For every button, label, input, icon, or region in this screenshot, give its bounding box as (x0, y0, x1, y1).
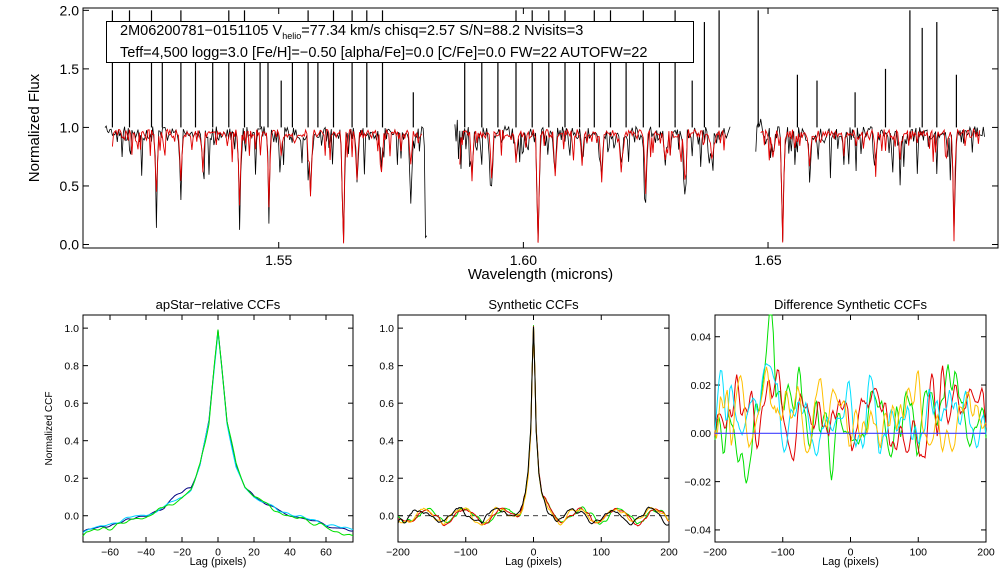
x-tick-label: 200 (660, 547, 678, 559)
ccf-line-visit-2 (82, 332, 354, 533)
x-tick-label: 200 (977, 547, 995, 559)
synthetic-ccf-visit-2 (397, 326, 670, 527)
y-tick-label: 0.6 (64, 398, 79, 410)
info-line-2: Teff=4,500 logg=3.0 [Fe/H]=−0.50 [alpha/… (120, 44, 648, 61)
plot-frame (82, 7, 999, 249)
synthetic-ccf-visit-1 (397, 325, 670, 525)
x-tick-label: 1.60 (510, 252, 537, 268)
x-tick-label: 60 (320, 547, 332, 559)
x-tick-label: −200 (386, 547, 410, 559)
y-axis-label: Normalized CCF (44, 392, 55, 466)
y-tick-label: 1.0 (64, 323, 79, 335)
model-chip-2 (459, 128, 726, 243)
x-tick-label: 0 (531, 547, 537, 559)
chart-title: Difference Synthetic CCFs (774, 297, 927, 312)
y-tick-label: −0.02 (684, 476, 711, 488)
model-chip-1 (111, 128, 423, 244)
y-tick-label: 0.6 (379, 398, 394, 410)
chart-title: Synthetic CCFs (488, 297, 579, 312)
y-tick-label: 1.0 (60, 119, 80, 135)
y-tick-label: 0.0 (379, 511, 394, 523)
x-axis-label: Lag (pixels) (822, 556, 879, 568)
x-axis-label: Wavelength (microns) (468, 266, 613, 283)
observed-chip-3 (755, 118, 985, 242)
x-tick-label: 40 (284, 547, 296, 559)
x-axis-label: Lag (pixels) (190, 556, 247, 568)
x-tick-label: 100 (592, 547, 610, 559)
plot-frame (397, 314, 670, 543)
y-tick-label: 0.5 (60, 178, 80, 194)
y-axis-label: Normalized Flux (26, 73, 43, 182)
spectrum-info-box: 2M06200781−0151105 Vhelio=77.34 km/s chi… (106, 21, 694, 63)
y-tick-label: 0.0 (64, 511, 79, 523)
y-tick-label: 1.5 (60, 61, 80, 77)
info-helio-subscript: helio (282, 30, 302, 41)
x-axis-label: Lag (pixels) (505, 556, 562, 568)
x-tick-label: −100 (771, 547, 795, 559)
x-tick-label: 1.65 (754, 252, 781, 268)
apstar-ccf-panel: −60 −40 −20 0 20 40 60 0.0 0.2 0.4 0.6 0.8 1.0 apStar… (44, 297, 354, 568)
difference-ccf-combined (714, 366, 987, 454)
y-tick-label: 1.0 (379, 323, 394, 335)
y-tick-label: 0.4 (379, 435, 394, 447)
y-tick-label: 0.02 (691, 380, 712, 392)
y-tick-label: 0.0 (60, 237, 80, 253)
ccf-line-visit-3 (82, 329, 354, 537)
y-tick-label: 0.8 (64, 360, 79, 372)
y-tick-label: 0.04 (691, 332, 712, 344)
y-tick-label: 0.00 (691, 428, 712, 440)
y-tick-label: 2.0 (60, 2, 80, 18)
info-line-1: 2M06200781−0151105 Vhelio=77.34 km/s chi… (120, 23, 693, 45)
y-tick-label: −0.04 (684, 525, 711, 537)
difference-ccf-panel: −200 −100 0 100 200 −0.04 −0.02 0.00 0.02 0.04 Dif… (684, 297, 994, 568)
synthetic-ccf-visit-3 (397, 326, 670, 526)
y-tick-label: 0.4 (64, 435, 79, 447)
x-tick-label: 100 (909, 547, 927, 559)
y-tick-label: 0.2 (64, 473, 79, 485)
x-tick-label: 0 (848, 547, 854, 559)
y-tick-label: 0.8 (379, 360, 394, 372)
x-tick-label: −20 (173, 547, 191, 559)
x-tick-label: −40 (137, 547, 155, 559)
synthetic-ccf-combined (397, 326, 670, 526)
synthetic-ccf-panel: −200 −100 0 100 200 0.0 0.2 0.4 0.6 0.8 1.0 Synthet… (379, 297, 678, 568)
x-tick-label: −60 (101, 547, 119, 559)
plot-frame (82, 314, 354, 543)
x-tick-label: −100 (454, 547, 478, 559)
chart-title: apStar−relative CCFs (156, 297, 281, 312)
x-tick-label: 20 (248, 547, 260, 559)
plot-frame (714, 314, 987, 543)
x-tick-label: −200 (703, 547, 727, 559)
x-tick-label: 0 (215, 547, 221, 559)
info-stats: =77.34 km/s chisq=2.57 S/N=88.2 Nvisits=… (301, 23, 584, 39)
ccf-line-visit-1 (82, 330, 354, 533)
model-spectrum (111, 127, 981, 244)
difference-ccf-visit-3 (714, 363, 987, 457)
model-chip-3 (760, 127, 981, 243)
x-tick-label: 1.55 (265, 252, 292, 268)
info-star-id: 2M06200781−0151105 V (120, 23, 283, 39)
y-tick-label: 0.2 (379, 473, 394, 485)
difference-ccf-visit-2 (714, 365, 987, 462)
